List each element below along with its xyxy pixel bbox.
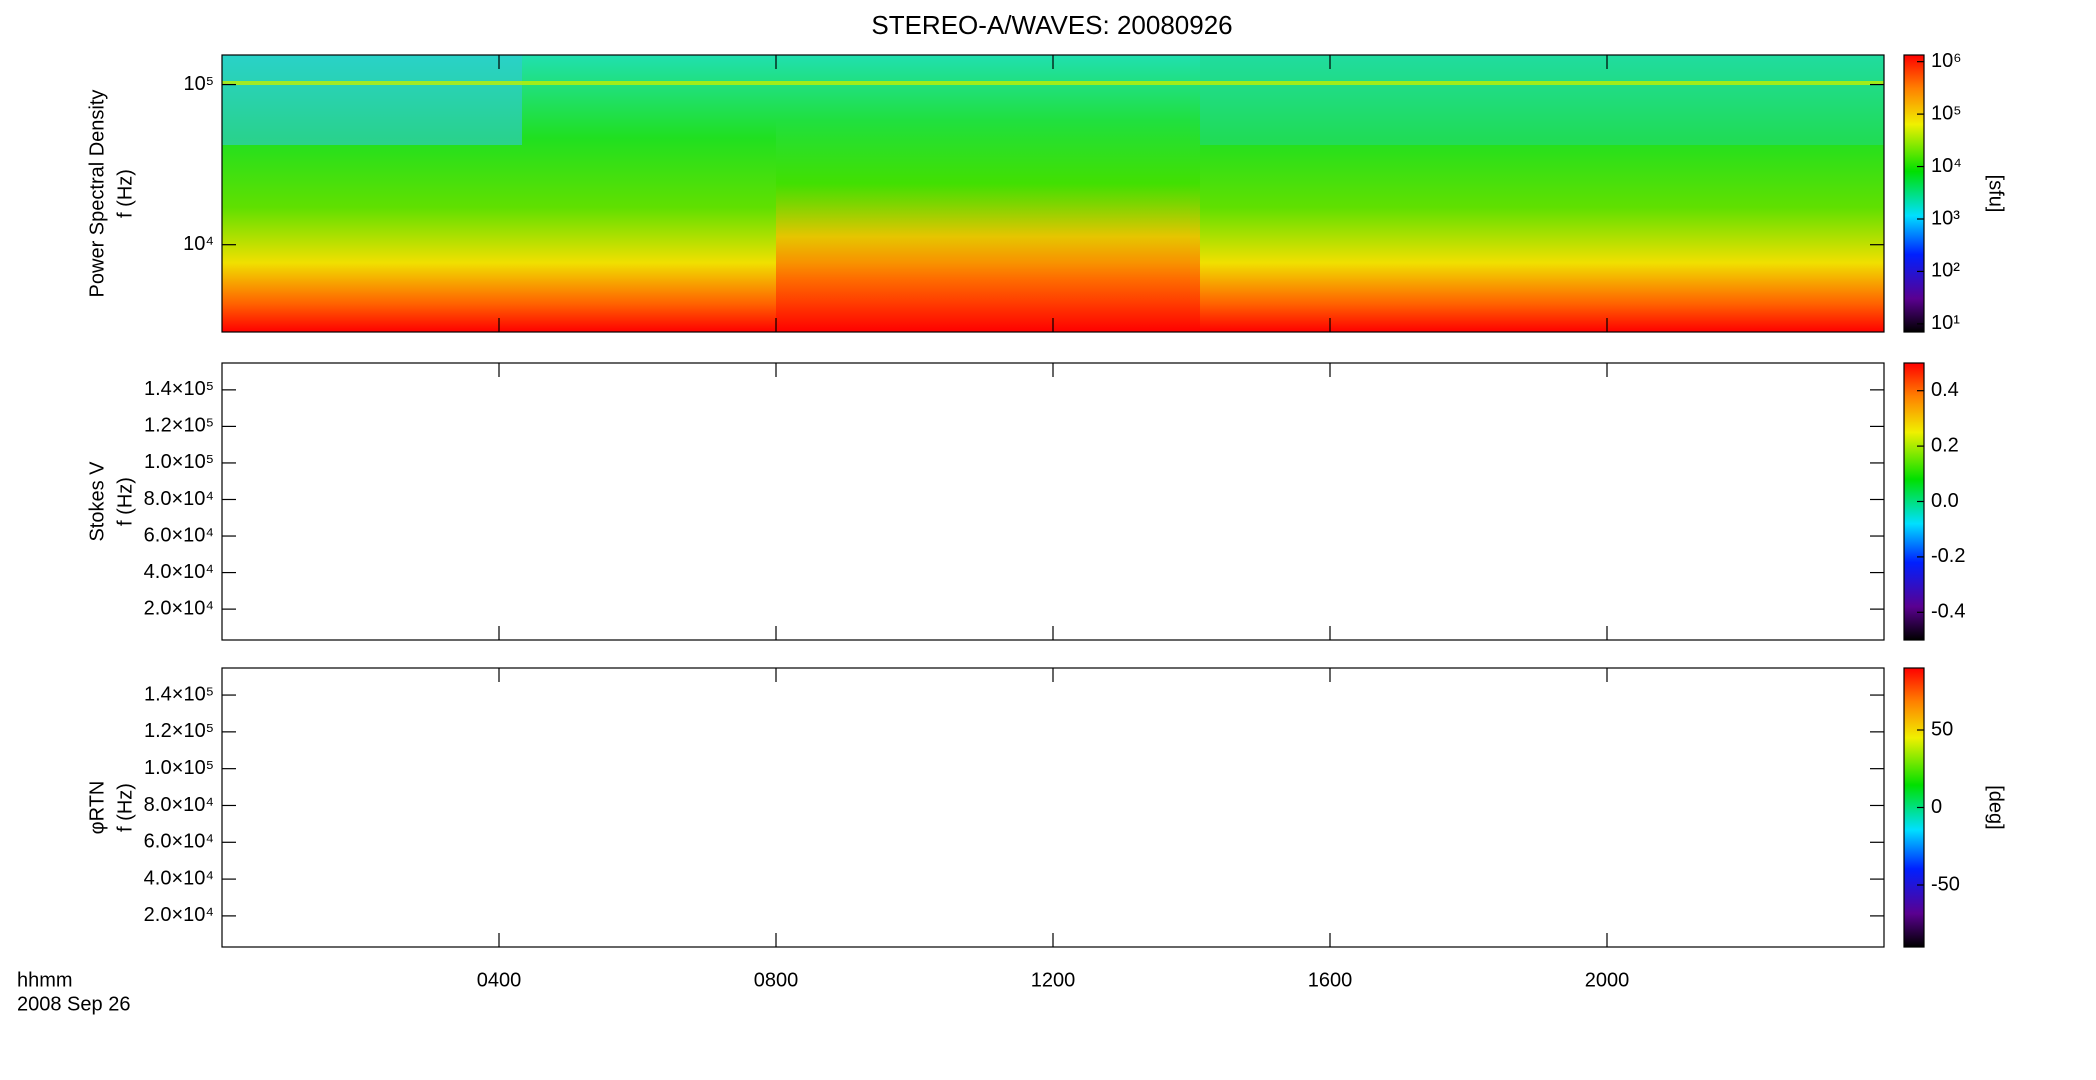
y-tick-label: 4.0×10⁴ (144, 867, 214, 889)
y-tick-label: 2.0×10⁴ (144, 597, 214, 619)
y-tick-label: 2.0×10⁴ (144, 904, 214, 926)
colorbar-tick-label: 10⁴ (1931, 155, 1962, 177)
x-tick-label: 1200 (1031, 969, 1076, 991)
colorbar-tick-label: -0.2 (1931, 545, 1965, 567)
y-tick-label: 10⁴ (183, 233, 214, 255)
spectrogram-patch (222, 55, 522, 145)
colorbar-label: [sfu] (1985, 175, 2007, 213)
title: STEREO-A/WAVES: 20080926 (871, 10, 1232, 40)
y-tick-label: 1.4×10⁵ (144, 683, 214, 705)
colorbar-tick-label: -0.4 (1931, 601, 1965, 623)
y-tick-label: 1.4×10⁵ (144, 378, 214, 400)
y-axis-label: Stokes V (86, 461, 108, 542)
colorbar-tick-label: 10¹ (1931, 312, 1960, 334)
y-tick-label: 8.0×10⁴ (144, 488, 214, 510)
y-tick-label: 1.2×10⁵ (144, 720, 214, 742)
spectrogram-band (222, 81, 1884, 85)
y-axis-label: f (Hz) (114, 783, 136, 832)
spectrogram-patch (776, 120, 1200, 332)
y-axis-label: f (Hz) (114, 169, 136, 218)
x-date: 2008 Sep 26 (17, 993, 130, 1015)
x-tick-label: 0400 (477, 969, 522, 991)
x-tick-label: 1600 (1308, 969, 1353, 991)
y-axis-label: f (Hz) (114, 477, 136, 526)
y-tick-label: 8.0×10⁴ (144, 794, 214, 816)
colorbar (1903, 54, 1925, 333)
y-axis-label: φRTN (86, 781, 108, 835)
spectrogram-patch (1200, 55, 1884, 145)
colorbar-tick-label: 0.0 (1931, 490, 1959, 512)
colorbar-tick-label: -50 (1931, 873, 1960, 895)
y-tick-label: 1.2×10⁵ (144, 415, 214, 437)
plot-frame (221, 667, 1885, 948)
y-tick-label: 1.0×10⁵ (144, 451, 214, 473)
colorbar-tick-label: 10² (1931, 260, 1960, 282)
colorbar-tick-label: 0.2 (1931, 434, 1959, 456)
x-label: hhmm (17, 969, 73, 991)
colorbar-tick-label: 50 (1931, 718, 1953, 740)
colorbar-tick-label: 0 (1931, 796, 1942, 818)
y-tick-label: 4.0×10⁴ (144, 561, 214, 583)
y-tick-label: 1.0×10⁵ (144, 757, 214, 779)
colorbar-tick-label: 10⁶ (1931, 50, 1961, 72)
x-tick-label: 2000 (1585, 969, 1630, 991)
colorbar-tick-label: 10⁵ (1931, 102, 1962, 124)
x-tick-label: 0800 (754, 969, 799, 991)
colorbar-tick-label: 10³ (1931, 207, 1960, 229)
y-tick-label: 10⁵ (183, 73, 214, 95)
y-tick-label: 6.0×10⁴ (144, 831, 214, 853)
y-axis-label: Power Spectral Density (86, 90, 108, 298)
colorbar-label: [deg] (1985, 785, 2007, 829)
plot-frame (221, 362, 1885, 641)
colorbar-tick-label: 0.4 (1931, 379, 1959, 401)
y-tick-label: 6.0×10⁴ (144, 524, 214, 546)
